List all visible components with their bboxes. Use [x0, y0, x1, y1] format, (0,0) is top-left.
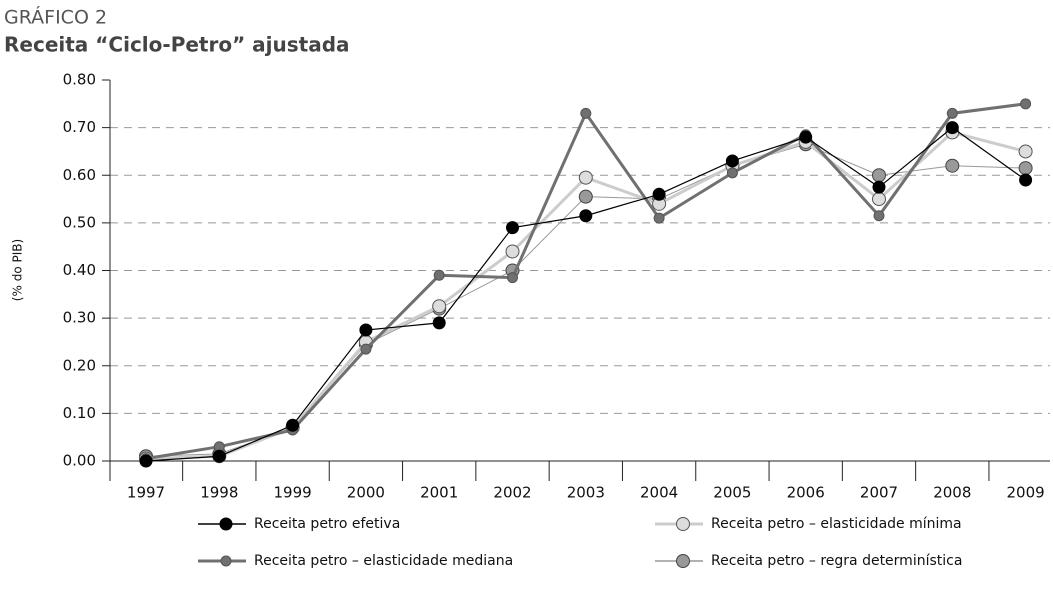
- x-tick-label: 2002: [493, 484, 531, 502]
- legend-label: Receita petro efetiva: [254, 516, 400, 532]
- point: [799, 130, 813, 144]
- y-tick-label: 0.80: [63, 71, 96, 89]
- legend-marker: [219, 517, 233, 531]
- point: [946, 107, 958, 119]
- point: [1019, 173, 1033, 187]
- x-tick-label: 1999: [274, 484, 312, 502]
- point: [872, 168, 886, 183]
- legend-marker: [220, 555, 232, 567]
- point: [286, 418, 300, 432]
- point: [725, 154, 739, 168]
- point: [359, 323, 373, 337]
- point: [506, 221, 519, 235]
- point: [1020, 98, 1032, 110]
- point: [872, 180, 886, 194]
- point: [1018, 161, 1033, 176]
- point: [726, 167, 738, 179]
- point: [578, 189, 593, 204]
- y-tick-label: 0.70: [63, 118, 96, 136]
- x-tick-label: 2001: [420, 484, 458, 502]
- y-tick-label: 0.40: [63, 261, 96, 279]
- x-tick-label: 2000: [347, 484, 385, 502]
- point: [652, 187, 666, 201]
- point: [1018, 144, 1033, 159]
- point: [579, 209, 593, 223]
- x-tick-label: 2005: [713, 484, 751, 502]
- point: [945, 158, 960, 173]
- y-tick-label: 0.60: [63, 166, 96, 184]
- x-tick-label: 2008: [933, 484, 971, 502]
- point: [507, 272, 518, 284]
- point: [578, 170, 593, 185]
- point: [653, 212, 665, 224]
- series-line: [145, 102, 1026, 461]
- legend-label: Receita petro – elasticidade mínima: [711, 516, 962, 532]
- point: [212, 449, 226, 463]
- x-tick-label: 2004: [640, 484, 678, 502]
- point: [432, 316, 446, 330]
- x-tick-label: 1998: [200, 484, 238, 502]
- legend-marker: [676, 517, 690, 531]
- legend-label: Receita petro – regra determinística: [711, 553, 962, 569]
- legend-marker: [676, 554, 690, 568]
- y-tick-label: 0.30: [63, 309, 96, 327]
- point: [432, 299, 447, 314]
- point: [872, 192, 886, 207]
- point: [580, 107, 592, 119]
- legend-label: Receita petro – elasticidade mediana: [254, 553, 513, 569]
- point: [945, 121, 959, 135]
- x-tick-label: 2009: [1007, 484, 1045, 502]
- x-tick-label: 1997: [127, 484, 165, 502]
- y-tick-label: 0.10: [63, 404, 96, 422]
- x-tick-label: 2006: [787, 484, 825, 502]
- y-tick-label: 0.00: [63, 452, 96, 470]
- y-axis-label: (% do PIB): [11, 239, 25, 301]
- x-tick-label: 2003: [567, 484, 605, 502]
- x-tick-label: 2007: [860, 484, 898, 502]
- point: [139, 454, 153, 468]
- point: [433, 269, 445, 281]
- y-tick-label: 0.50: [63, 213, 96, 231]
- chart-title: Receita “Ciclo-Petro” ajustada: [4, 33, 350, 57]
- y-tick-label: 0.20: [63, 356, 96, 374]
- point: [873, 210, 885, 222]
- chart-kicker: GRÁFICO 2: [4, 6, 107, 29]
- point: [360, 343, 372, 355]
- point: [505, 244, 520, 259]
